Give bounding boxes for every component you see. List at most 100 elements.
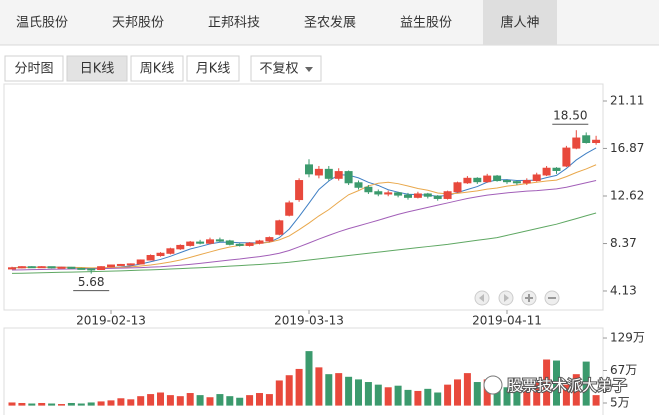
stock-tab[interactable]: 唐人神 (500, 15, 539, 31)
candle-body (8, 267, 16, 270)
x-tick-label: 2019-03-13 (274, 314, 344, 328)
candle-body (17, 266, 26, 269)
volume-bar (325, 374, 333, 406)
candle-body (423, 193, 432, 197)
candle-body (67, 266, 76, 269)
volume-bar (444, 384, 452, 406)
stock-tab[interactable]: 温氏股份 (16, 16, 68, 31)
period-tabs: 分时图 日K线 周K线 月K线 不复权 (4, 55, 322, 82)
volume-bar (394, 385, 402, 406)
candle-body (473, 177, 482, 183)
volume-bar (18, 402, 26, 406)
volume-bar (463, 373, 471, 406)
stock-tab[interactable]: 益生股份 (400, 16, 452, 31)
volume-bar (246, 395, 254, 406)
volume-bar (147, 394, 155, 406)
candle-body (166, 248, 175, 254)
candle-body (314, 168, 323, 176)
volume-bar (305, 351, 313, 406)
x-tick-label: 2019-04-11 (472, 314, 542, 328)
candle-body (77, 267, 86, 270)
candle-body (532, 174, 541, 182)
volume-bar (562, 384, 570, 406)
stock-tab[interactable]: 天邦股份 (112, 16, 164, 31)
candle-body (176, 244, 185, 250)
candle-body (136, 259, 145, 265)
candle-body (572, 137, 581, 149)
volume-bar (364, 382, 372, 406)
candle-body (512, 181, 521, 184)
period-tab-bg[interactable] (186, 55, 240, 82)
nav-left-icon (479, 294, 484, 302)
candle-body (384, 192, 393, 195)
volume-bar (315, 367, 323, 406)
volume-bar (523, 385, 531, 406)
tab-selected-bg (483, 0, 557, 45)
candle-body (57, 266, 66, 269)
candle-body (334, 171, 343, 179)
volume-bar (107, 400, 115, 406)
y-tick-label: 67万 (610, 363, 637, 377)
volume-bar (186, 393, 194, 406)
volume-bar (374, 384, 382, 406)
volume-bar (275, 380, 283, 406)
volume-bar (503, 387, 511, 406)
period-tab[interactable]: 日K线 (80, 62, 115, 77)
candle-body (126, 263, 135, 266)
candle-body (305, 164, 313, 175)
candle-body (374, 191, 383, 195)
candle-body (265, 237, 274, 242)
candle-body (186, 241, 195, 246)
period-tab-bg[interactable] (4, 55, 64, 82)
volume-bar (137, 396, 145, 406)
candle-body (116, 263, 125, 266)
volume-bar (454, 379, 461, 406)
stock-tab[interactable]: 正邦科技 (208, 16, 260, 31)
moving-average-line (11, 164, 597, 269)
volume-bar (473, 382, 481, 406)
volume-bar (265, 394, 273, 406)
period-tab[interactable]: 不复权 (259, 61, 298, 77)
candle-body (562, 147, 571, 167)
volume-bar (513, 389, 521, 406)
candle-body (215, 239, 224, 242)
y-tick-label: 12.62 (610, 188, 644, 202)
volume-panel (3, 327, 604, 415)
volume-bar (592, 395, 600, 406)
volume-bar (67, 402, 75, 406)
period-tab[interactable]: 周K线 (140, 62, 175, 77)
volume-bar (87, 402, 95, 406)
candle-body (413, 193, 422, 198)
volume-bar (543, 359, 551, 406)
candle-body (37, 266, 46, 269)
candle-body (433, 195, 442, 199)
volume-bar (77, 403, 85, 406)
candle-body (394, 192, 403, 196)
candle-body (463, 177, 472, 184)
candle-body (493, 175, 502, 182)
period-tab-bg[interactable] (66, 55, 128, 82)
candle-body (206, 239, 214, 244)
stock-tab[interactable]: 圣农发展 (304, 15, 356, 31)
candle-body (295, 180, 304, 201)
volume-bar (572, 374, 580, 406)
candle-body (245, 242, 254, 246)
volume-bar (582, 361, 590, 406)
volume-bar (97, 401, 105, 406)
candle-body (255, 240, 264, 244)
period-tab[interactable]: 月K线 (196, 62, 231, 77)
candle-body (285, 202, 294, 216)
moving-average-line (11, 212, 597, 274)
volume-bar (117, 398, 125, 406)
candle-body (324, 168, 333, 179)
y-tick-label: 8.37 (610, 236, 637, 250)
period-tab-bg[interactable] (130, 55, 184, 82)
price-annotation: 18.50 (553, 109, 587, 123)
volume-bar (196, 395, 204, 406)
y-tick-label: 129万 (610, 331, 645, 345)
period-tab[interactable]: 分时图 (14, 62, 53, 77)
candle-body (364, 186, 373, 193)
volume-bar (157, 392, 164, 406)
volume-bar (8, 402, 16, 406)
